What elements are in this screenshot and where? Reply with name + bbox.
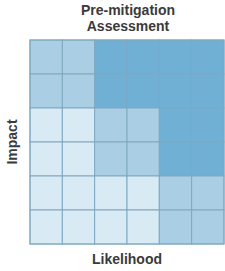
cell bbox=[62, 40, 94, 74]
cell bbox=[30, 210, 62, 244]
cell bbox=[159, 210, 191, 244]
cell bbox=[127, 74, 159, 108]
title: Pre-mitigation bbox=[81, 2, 175, 18]
cell bbox=[95, 74, 127, 108]
cell bbox=[127, 176, 159, 210]
cell bbox=[62, 74, 94, 108]
chart: Pre-mitigationAssessment Impact Likelihood bbox=[0, 0, 225, 271]
cells bbox=[30, 40, 224, 244]
cell bbox=[159, 74, 191, 108]
cell bbox=[30, 142, 62, 176]
cell bbox=[192, 142, 224, 176]
cell bbox=[30, 74, 62, 108]
frame bbox=[30, 40, 224, 244]
cell bbox=[192, 74, 224, 108]
x-axis-label: Likelihood bbox=[92, 251, 162, 267]
cell bbox=[95, 210, 127, 244]
cell bbox=[95, 40, 127, 74]
cell bbox=[192, 210, 224, 244]
cell bbox=[159, 142, 191, 176]
cell bbox=[127, 108, 159, 142]
cell bbox=[95, 108, 127, 142]
cell bbox=[30, 176, 62, 210]
cell bbox=[192, 108, 224, 142]
cell bbox=[62, 142, 94, 176]
cell bbox=[192, 40, 224, 74]
cell bbox=[127, 40, 159, 74]
y-axis-label: Impact bbox=[4, 119, 20, 164]
title: Assessment bbox=[87, 18, 170, 34]
cell bbox=[62, 108, 94, 142]
cell bbox=[192, 176, 224, 210]
cell bbox=[30, 40, 62, 74]
cell bbox=[127, 142, 159, 176]
cell bbox=[127, 210, 159, 244]
cell bbox=[159, 40, 191, 74]
cell bbox=[95, 142, 127, 176]
cell bbox=[159, 176, 191, 210]
cell bbox=[62, 210, 94, 244]
cell bbox=[95, 176, 127, 210]
cell bbox=[62, 176, 94, 210]
cell bbox=[30, 108, 62, 142]
cell bbox=[159, 108, 191, 142]
